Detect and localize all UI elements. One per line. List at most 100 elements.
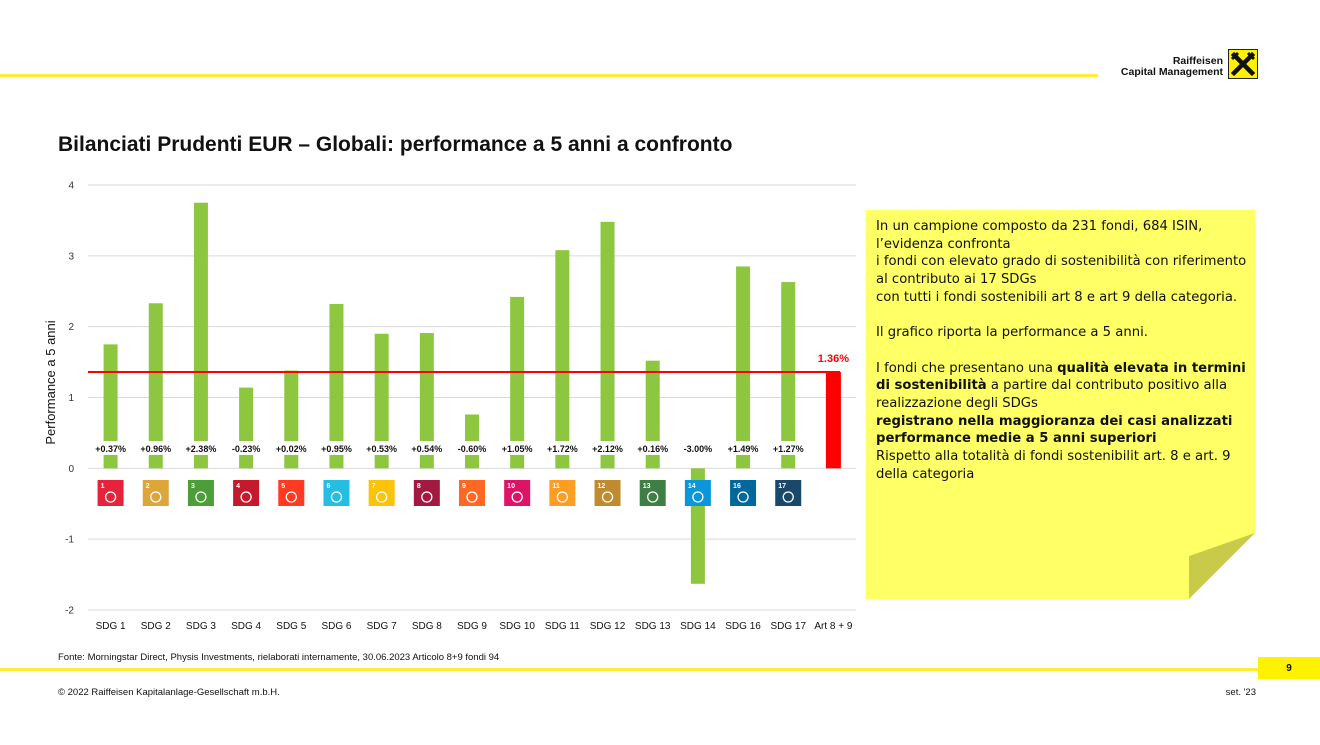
- bar: [239, 387, 254, 469]
- data-label: +1.49%: [728, 444, 759, 454]
- x-tick-label: SDG 8: [412, 621, 442, 632]
- sdg-icon-number: 11: [552, 483, 560, 490]
- y-tick-label: -1: [65, 535, 74, 546]
- x-tick-label: SDG 12: [590, 621, 626, 632]
- x-tick-label: SDG 10: [499, 621, 535, 632]
- note-line-4: con tutti i fondi sostenibili art 8 e ar…: [876, 289, 1238, 305]
- reference-line-label: 1.36%: [818, 353, 849, 365]
- bar: [555, 250, 570, 469]
- sdg-icon-symbol: [737, 491, 749, 503]
- sticky-note: In un campione composto da 231 fondi, 68…: [866, 210, 1255, 599]
- y-tick-label: 2: [68, 322, 74, 333]
- data-label-bg: [134, 441, 177, 455]
- sdg-icon-number: 16: [733, 483, 741, 490]
- header-accent-line: [0, 74, 1098, 77]
- data-label-bg: [360, 441, 403, 455]
- y-tick-label: 3: [68, 251, 74, 262]
- x-tick-label: SDG 13: [635, 621, 671, 632]
- raiffeisen-logo-icon: [1228, 49, 1258, 79]
- bar: [781, 282, 796, 469]
- note-line-7: registrano nella maggioranza dei casi an…: [876, 413, 1233, 447]
- data-label: +0.02%: [276, 444, 307, 454]
- sdg-icon-symbol: [647, 491, 659, 503]
- data-label: +2.38%: [186, 444, 217, 454]
- x-tick-label: SDG 16: [725, 621, 761, 632]
- sdg-icon-symbol: [330, 491, 343, 503]
- bar: [510, 296, 525, 469]
- x-tick-label: SDG 1: [96, 621, 126, 632]
- x-tick-label: SDG 2: [141, 621, 171, 632]
- data-label-bg: [767, 441, 810, 455]
- x-tick-label: SDG 9: [457, 621, 487, 632]
- source-note: Fonte: Morningstar Direct, Physis Invest…: [58, 652, 500, 663]
- y-tick-label: 1: [68, 393, 74, 404]
- data-label-bg: [270, 441, 313, 455]
- data-label: +0.95%: [321, 444, 352, 454]
- x-tick-label: SDG 4: [231, 621, 261, 632]
- brand-line-1: Raiffeisen: [1172, 55, 1223, 67]
- sdg-icon-symbol: [195, 491, 207, 503]
- bar: [103, 344, 118, 469]
- data-label: +2.12%: [592, 444, 623, 454]
- x-tick-label: SDG 11: [545, 621, 580, 632]
- note-line-5: Il grafico riporta la performance a 5 an…: [876, 325, 1148, 341]
- bar: [329, 304, 344, 469]
- sdg-icon-symbol: [782, 491, 794, 503]
- x-tick-label: SDG 6: [321, 621, 351, 632]
- sdg-icon-symbol: [421, 491, 433, 503]
- sdg-icon-number: 12: [598, 483, 606, 490]
- x-tick-label: SDG 3: [186, 621, 216, 632]
- y-axis-label: Performance a 5 anni: [43, 320, 58, 444]
- sdg-icon-number: 5: [281, 483, 285, 490]
- sdg-icon-number: 10: [507, 483, 515, 490]
- sdg-icon-number: 4: [236, 483, 240, 490]
- note-line-8: Rispetto alla totalità di fondi sostenib…: [876, 449, 1231, 482]
- sdg-icon-number: 17: [778, 483, 786, 490]
- bar: [600, 221, 615, 469]
- note-line-2: l’evidenza confronta: [876, 236, 1011, 252]
- sdg-icon-number: 3: [191, 483, 195, 490]
- sdg-icon-symbol: [601, 491, 614, 503]
- sdg-icon-symbol: [104, 491, 117, 503]
- data-label-bg: [225, 441, 268, 455]
- note-line-1: In un campione composto da 231 fondi, 68…: [876, 219, 1203, 234]
- x-tick-label: Art 8 + 9: [814, 621, 853, 632]
- data-label: +1.05%: [502, 444, 533, 454]
- data-label-bg: [315, 441, 358, 455]
- data-label-bg: [89, 441, 132, 455]
- sdg-icon-number: 6: [326, 483, 330, 490]
- sdg-icon-symbol: [466, 491, 478, 503]
- slide-date: set. '23: [1225, 687, 1256, 698]
- bar: [148, 303, 163, 469]
- y-tick-label: -2: [65, 606, 74, 617]
- data-label: +0.37%: [95, 444, 126, 454]
- x-tick-label: SDG 7: [367, 621, 397, 632]
- sdg-icon-symbol: [511, 491, 523, 503]
- sdg-icon-symbol: [375, 491, 388, 503]
- data-label-bg: [586, 441, 629, 455]
- x-tick-label: SDG 5: [276, 621, 306, 632]
- y-tick-label: 0: [68, 464, 74, 475]
- data-label: +0.96%: [140, 444, 171, 454]
- data-label-bg: [676, 441, 719, 455]
- data-label-bg: [405, 441, 448, 455]
- bar: [193, 202, 208, 469]
- data-label-bg: [631, 441, 674, 455]
- sdg-icon-number: 13: [643, 483, 651, 490]
- x-tick-label: SDG 17: [770, 621, 806, 632]
- note-line-3: i fondi con elevato grado di sostenibili…: [876, 254, 1247, 288]
- data-label: -0.60%: [458, 444, 487, 454]
- sdg-icon-number: 14: [688, 483, 696, 490]
- sdg-icon-number: 9: [462, 483, 466, 490]
- bar-highlight: [825, 372, 841, 469]
- data-label: -0.23%: [232, 444, 261, 454]
- sdg-icon-symbol: [285, 491, 297, 503]
- sdg-icon-number: 8: [417, 483, 421, 490]
- sticky-note-text: In un campione composto da 231 fondi, 68…: [876, 218, 1248, 484]
- data-label-bg: [179, 441, 222, 455]
- data-label: +0.16%: [637, 444, 668, 454]
- x-tick-label: SDG 14: [680, 621, 716, 632]
- data-label: +1.72%: [547, 444, 578, 454]
- data-label-bg: [722, 441, 765, 455]
